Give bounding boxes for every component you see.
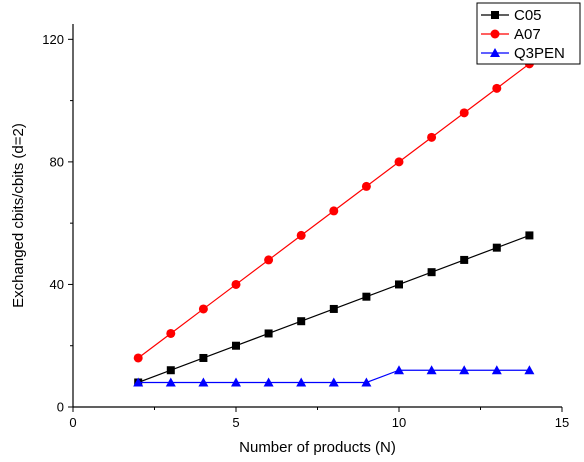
data-point-a07 [329,206,339,216]
legend-item-a07: A07 [481,26,541,43]
y-axis-title: Exchanged cbits/cbits (d=2) [10,123,27,308]
data-point-c05 [264,329,273,338]
data-point-q3pen [165,377,176,387]
series-q3pen [133,365,535,387]
data-point-a07 [296,230,306,240]
data-point-q3pen [328,377,339,387]
series-layer [133,59,535,387]
series-a07 [133,59,534,363]
x-tick-label: 0 [69,415,76,430]
data-point-q3pen [426,365,437,375]
y-ticks: 0 40 80 120 [42,32,73,415]
data-point-a07 [264,255,274,265]
data-point-a07 [231,279,241,289]
legend: C05 A07 Q3PEN [476,2,581,65]
data-point-q3pen [133,377,144,387]
y-tick-label: 120 [42,32,64,47]
x-tick-label: 5 [232,415,239,430]
legend-label-q3pen: Q3PEN [514,45,565,62]
data-point-c05 [525,231,534,240]
legend-marker-c05 [491,11,499,19]
x-tick-label: 10 [392,415,406,430]
data-point-a07 [361,181,371,191]
axes [72,24,562,408]
data-point-a07 [427,132,437,142]
data-point-q3pen [231,377,241,387]
data-point-c05 [297,317,306,326]
legend-label-a07: A07 [514,26,541,43]
legend-label-c05: C05 [514,7,542,24]
x-ticks: 0 5 10 15 [69,407,569,430]
data-point-q3pen [198,377,209,387]
y-tick-label: 80 [50,154,64,169]
data-point-c05 [427,268,436,277]
data-point-a07 [459,108,469,118]
data-point-q3pen [394,365,404,375]
data-point-q3pen [361,377,372,387]
data-point-q3pen [263,377,274,387]
data-point-c05 [395,280,403,289]
data-point-a07 [394,157,404,167]
data-point-c05 [460,255,469,264]
x-tick-label: 15 [555,415,569,430]
legend-marker-a07 [490,29,500,39]
y-tick-label: 40 [50,277,64,292]
data-point-q3pen [296,377,307,387]
data-point-q3pen [491,365,502,375]
data-point-c05 [199,353,208,362]
data-point-a07 [492,83,502,93]
x-axis-title: Number of products (N) [239,439,396,456]
data-point-a07 [166,328,176,338]
data-point-c05 [329,304,338,313]
series-c05 [134,231,534,387]
data-point-c05 [232,341,240,350]
data-point-a07 [133,353,143,363]
data-point-c05 [362,292,371,301]
data-point-a07 [198,304,208,314]
data-point-c05 [492,243,501,252]
y-tick-label: 0 [57,400,64,415]
legend-item-c05: C05 [481,7,542,24]
legend-marker-q3pen [490,48,500,57]
legend-item-q3pen: Q3PEN [481,45,565,62]
data-point-q3pen [459,365,470,375]
data-point-q3pen [524,365,535,375]
data-point-c05 [166,366,175,375]
